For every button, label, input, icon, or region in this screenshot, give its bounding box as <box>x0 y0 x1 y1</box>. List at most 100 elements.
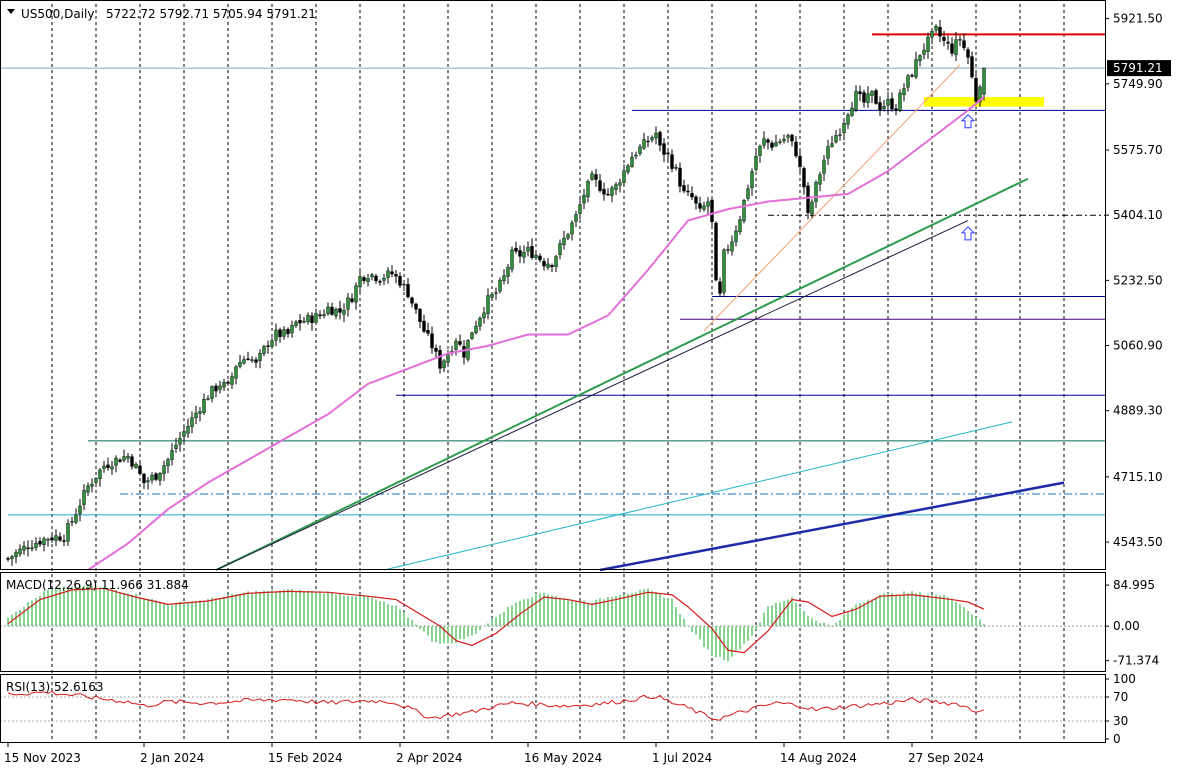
candle-body <box>358 276 362 288</box>
candle-body <box>674 167 678 169</box>
candle-body <box>390 271 394 275</box>
candle-body <box>918 55 922 61</box>
time-tick-label: 15 Nov 2023 <box>4 751 81 765</box>
macd-tick-label: 0.00 <box>1113 619 1140 633</box>
candle-body <box>234 366 238 379</box>
candle-body <box>274 329 278 341</box>
macd-panel <box>0 583 1105 662</box>
candle-body <box>950 43 954 54</box>
price-panel <box>0 19 1105 572</box>
candle-body <box>698 203 702 209</box>
candle-body <box>158 473 162 481</box>
candle-body <box>134 464 138 468</box>
candle-body <box>930 30 934 38</box>
candle-body <box>262 346 266 354</box>
candle-body <box>594 174 598 180</box>
candle-body <box>638 146 642 154</box>
candle-body <box>770 142 774 148</box>
rsi-label: RSI(13) 52.6163 <box>6 680 104 694</box>
candle-body <box>422 320 426 332</box>
candle-body <box>730 241 734 252</box>
candle-body <box>554 256 558 268</box>
rsi-tick-label: 0 <box>1113 732 1121 746</box>
symbol-label: US500,Daily <box>21 7 94 21</box>
candle-body <box>746 188 750 199</box>
candle-body <box>662 143 666 155</box>
candle-body <box>186 426 190 434</box>
candle-body <box>426 330 430 334</box>
candle-body <box>602 189 606 195</box>
candle-body <box>342 309 346 315</box>
candle-body <box>642 139 646 149</box>
candle-body <box>102 465 106 469</box>
candle-body <box>398 276 402 286</box>
candle-body <box>362 277 366 281</box>
candle-body <box>150 475 154 481</box>
candle-body <box>6 558 10 560</box>
candle-body <box>962 40 966 48</box>
candle-body <box>206 398 210 400</box>
candle-body <box>50 537 54 541</box>
candle-body <box>794 141 798 157</box>
time-tick-label: 16 May 2024 <box>524 751 602 765</box>
candle-body <box>438 350 442 369</box>
candle-body <box>614 184 618 190</box>
candle-body <box>202 399 206 413</box>
candle-body <box>982 67 986 95</box>
candle-body <box>710 199 714 223</box>
candle-body <box>30 547 34 550</box>
symbol-dropdown-icon[interactable] <box>7 9 15 14</box>
candle-body <box>802 168 806 188</box>
candle-body <box>586 181 590 198</box>
candle-body <box>10 556 14 559</box>
candle-body <box>94 478 98 483</box>
candle-body <box>474 325 478 333</box>
rsi-panel <box>0 690 1105 722</box>
navy-thick-trendline <box>599 481 1065 572</box>
candle-body <box>378 281 382 283</box>
candle-body <box>582 194 586 204</box>
macd-tick-label: -71.374 <box>1113 654 1159 668</box>
candle-body <box>130 456 134 467</box>
candle-body <box>618 182 622 186</box>
candle-body <box>846 114 850 125</box>
candle-body <box>702 205 706 210</box>
candle-body <box>266 345 270 347</box>
candle-body <box>302 320 306 323</box>
candle-body <box>230 376 234 385</box>
price-tick-label: 5749.90 <box>1113 77 1163 91</box>
candle-body <box>750 171 754 189</box>
candle-body <box>634 154 638 157</box>
candle-body <box>154 473 158 480</box>
time-tick-label: 27 Sep 2024 <box>908 751 984 765</box>
candle-body <box>774 142 778 147</box>
candle-body <box>182 431 186 437</box>
candle-body <box>790 134 794 142</box>
candle-body <box>58 536 62 541</box>
candle-body <box>402 283 406 286</box>
candle-body <box>90 484 94 487</box>
candle-body <box>258 352 262 361</box>
candle-body <box>374 275 378 281</box>
candle-body <box>506 267 510 277</box>
candle-body <box>978 86 982 103</box>
candle-body <box>254 359 258 363</box>
candle-body <box>278 329 282 338</box>
candle-body <box>486 295 490 314</box>
candle-body <box>570 222 574 235</box>
candle-body <box>510 249 514 270</box>
candle-body <box>338 308 342 313</box>
price-tick-label: 5232.50 <box>1113 273 1163 287</box>
candle-body <box>326 306 330 315</box>
rsi-tick-label: 70 <box>1113 690 1128 704</box>
price-tick-label: 5404.10 <box>1113 208 1163 222</box>
candle-body <box>286 329 290 335</box>
candle-body <box>314 313 318 323</box>
up-arrow-1 <box>960 114 976 129</box>
candle-body <box>938 26 942 37</box>
candle-body <box>454 340 458 350</box>
candle-body <box>310 315 314 323</box>
candle-body <box>910 75 914 77</box>
candle-body <box>74 514 78 523</box>
candle-body <box>198 411 202 414</box>
